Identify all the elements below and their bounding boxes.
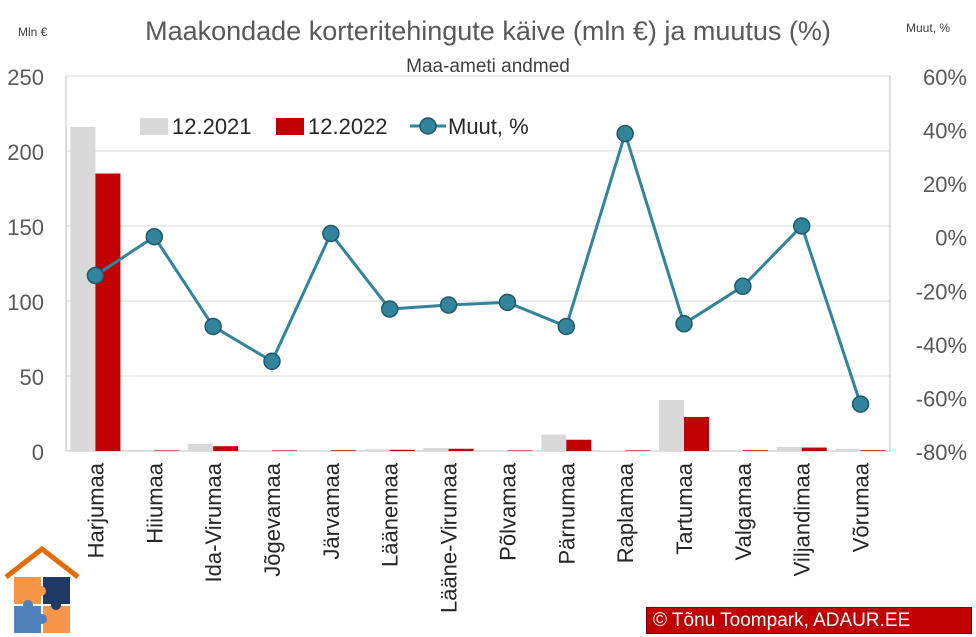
chart-title: Maakondade korteritehingute käive (mln €… bbox=[145, 16, 831, 46]
legend-label-change: Muut, % bbox=[448, 114, 529, 139]
bar-12.2021-Põlvamaa bbox=[482, 450, 508, 451]
y-axis-ticks: 0 50 100 150 200 250 bbox=[7, 65, 44, 465]
change-point-Lääne-Virumaa bbox=[439, 296, 458, 314]
y2-tick-label: -20% bbox=[916, 279, 967, 304]
bar-12.2022-Viljandimaa bbox=[801, 447, 827, 451]
x-tick-label: Jõgevamaa bbox=[260, 462, 285, 577]
bar-12.2022-Raplamaa bbox=[625, 450, 651, 451]
y2-tick-label: -80% bbox=[916, 440, 967, 465]
x-tick-label: Valgamaa bbox=[731, 462, 756, 560]
x-tick-label: Põlvamaa bbox=[495, 462, 520, 561]
legend-label-2021: 12.2021 bbox=[172, 114, 252, 139]
chart-subtitle: Maa-ameti andmed bbox=[406, 56, 570, 77]
y2-tick-label: 0% bbox=[935, 226, 967, 251]
bar-12.2021-Võrumaa bbox=[835, 448, 861, 451]
y2-tick-label: -40% bbox=[916, 333, 967, 358]
bar-12.2021-Läänemaa bbox=[364, 449, 390, 451]
bar-12.2022-Põlvamaa bbox=[507, 450, 533, 451]
bar-12.2022-Lääne-Virumaa bbox=[448, 448, 474, 451]
change-point-Järvamaa bbox=[322, 224, 340, 243]
change-point-Tartumaa bbox=[675, 315, 693, 333]
bar-12.2021-Pärnumaa bbox=[541, 434, 567, 451]
bar-12.2021-Jõgevamaa bbox=[247, 450, 272, 451]
x-axis-ticks: Harjumaa Hiiumaa Ida-Virumaa Jõgevamaa Järva… bbox=[83, 462, 873, 613]
bars bbox=[70, 127, 886, 451]
legend-swatch-2022 bbox=[276, 118, 304, 135]
x-tick-label: Lääne-Virumaa bbox=[437, 462, 462, 613]
y-tick-label: 200 bbox=[7, 140, 44, 165]
bar-12.2021-Ida-Virumaa bbox=[188, 443, 214, 451]
change-point-Jõgevamaa bbox=[263, 352, 281, 371]
x-tick-label: Harjumaa bbox=[83, 462, 108, 558]
bar-12.2022-Hiiumaa bbox=[154, 450, 180, 451]
bar-12.2022-Ida-Virumaa bbox=[213, 446, 239, 451]
change-line bbox=[86, 124, 870, 413]
change-point-Valgamaa bbox=[734, 277, 752, 296]
y2-tick-label: -60% bbox=[916, 386, 967, 411]
change-line-path bbox=[94, 128, 862, 405]
y-tick-label: 50 bbox=[20, 365, 44, 390]
x-tick-label: Hiiumaa bbox=[142, 462, 167, 543]
bar-12.2022-Jõgevamaa bbox=[272, 450, 297, 451]
x-tick-label: Ida-Virumaa bbox=[201, 462, 226, 582]
adaur-logo bbox=[4, 545, 80, 633]
legend: 12.2021 12.2022 Muut, % bbox=[140, 114, 529, 139]
change-point-Hiiumaa bbox=[145, 227, 164, 246]
change-point-Viljandimaa bbox=[792, 217, 811, 235]
legend-swatch-2021 bbox=[140, 118, 168, 135]
bar-12.2021-Viljandimaa bbox=[776, 446, 802, 451]
y2-tick-label: 40% bbox=[923, 119, 967, 144]
bar-12.2021-Valgamaa bbox=[717, 450, 743, 451]
bar-12.2022-Võrumaa bbox=[860, 450, 886, 451]
bar-12.2021-Harjumaa bbox=[70, 127, 96, 451]
bar-12.2022-Tartumaa bbox=[684, 416, 709, 451]
bar-12.2022-Läänemaa bbox=[389, 449, 415, 451]
change-point-Harjumaa bbox=[86, 266, 105, 285]
bar-12.2022-Harjumaa bbox=[95, 173, 121, 451]
x-tick-label: Raplamaa bbox=[613, 462, 638, 563]
bar-12.2021-Hiiumaa bbox=[129, 449, 155, 451]
x-tick-label: Pärnumaa bbox=[554, 462, 579, 564]
bar-12.2022-Järvamaa bbox=[330, 450, 356, 451]
change-point-Raplamaa bbox=[616, 124, 634, 143]
legend-label-2022: 12.2022 bbox=[308, 114, 388, 139]
bar-12.2021-Lääne-Virumaa bbox=[423, 448, 449, 451]
y-tick-label: 0 bbox=[32, 440, 44, 465]
y-tick-label: 100 bbox=[7, 290, 44, 315]
legend-line-marker bbox=[419, 117, 437, 135]
credit-badge: © Tõnu Toompark, ADAUR.EE bbox=[646, 607, 972, 634]
x-tick-label: Viljandimaa bbox=[790, 462, 815, 576]
change-point-Võrumaa bbox=[851, 395, 870, 413]
bar-12.2021-Järvamaa bbox=[305, 450, 331, 451]
y-tick-label: 250 bbox=[7, 65, 44, 90]
y-axis-label: Mln € bbox=[18, 25, 48, 39]
y2-axis-ticks: -80% -60% -40% -20% 0% 20% 40% 60% bbox=[916, 65, 967, 465]
x-tick-label: Tartumaa bbox=[672, 462, 697, 554]
change-point-Pärnumaa bbox=[557, 317, 576, 336]
change-point-Põlvamaa bbox=[498, 293, 517, 312]
change-point-Läänemaa bbox=[380, 300, 399, 318]
y2-tick-label: 60% bbox=[923, 65, 967, 90]
y-tick-label: 150 bbox=[7, 215, 44, 240]
y2-tick-label: 20% bbox=[923, 172, 967, 197]
bar-12.2022-Valgamaa bbox=[742, 450, 768, 451]
x-tick-label: Läänemaa bbox=[378, 462, 403, 567]
bar-12.2021-Tartumaa bbox=[659, 400, 684, 451]
change-point-Ida-Virumaa bbox=[204, 317, 222, 336]
x-tick-label: Järvamaa bbox=[319, 462, 344, 559]
y2-axis-label: Muut, % bbox=[906, 21, 950, 35]
bar-12.2022-Pärnumaa bbox=[566, 439, 592, 451]
x-tick-label: Võrumaa bbox=[849, 462, 874, 552]
